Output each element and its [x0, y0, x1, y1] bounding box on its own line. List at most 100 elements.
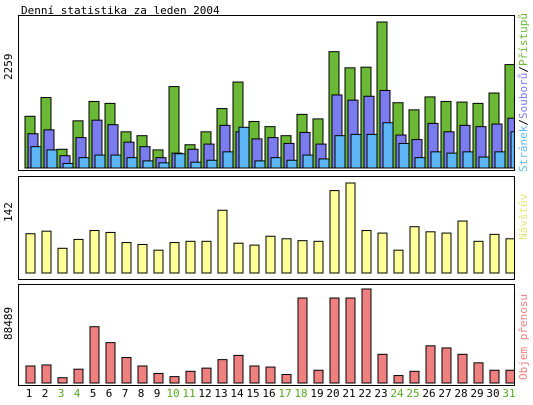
bar-objem-day-6: [105, 342, 116, 384]
bar-stranek-day-7: [126, 157, 138, 169]
bar-navstev-day-28: [457, 220, 468, 274]
top-ymax-label: 2259: [2, 53, 15, 81]
bar-navstev-day-12: [201, 240, 212, 274]
top-chart-panel: [18, 15, 515, 171]
bar-stranek-day-10: [174, 153, 186, 169]
day-label-13: 13: [214, 387, 228, 400]
legend-souboru: Souborů: [517, 72, 530, 120]
day-label-19: 19: [310, 387, 324, 400]
bar-navstev-day-13: [217, 209, 228, 274]
chart-title: Denní statistika za leden 2004: [21, 4, 220, 17]
bar-objem-day-9: [153, 372, 164, 384]
day-label-29: 29: [470, 387, 484, 400]
bar-navstev-day-1: [25, 233, 36, 274]
bar-stranek-day-31: [510, 131, 514, 169]
mid-chart-svg: [25, 182, 514, 274]
bar-stranek-day-26: [430, 151, 442, 169]
day-label-23: 23: [374, 387, 388, 400]
day-label-5: 5: [89, 387, 97, 400]
bar-stranek-day-21: [350, 133, 362, 169]
bar-navstev-day-10: [169, 242, 180, 274]
bar-navstev-day-29: [473, 240, 484, 274]
day-label-8: 8: [137, 387, 145, 400]
bar-stranek-day-20: [334, 135, 346, 169]
bar-objem-day-30: [489, 369, 500, 384]
bar-stranek-day-9: [158, 162, 170, 169]
bar-objem-day-18: [297, 297, 308, 384]
bar-objem-day-21: [345, 297, 356, 384]
bar-stranek-day-17: [286, 159, 298, 169]
bar-objem-day-12: [201, 367, 212, 384]
day-label-28: 28: [454, 387, 468, 400]
bar-objem-day-11: [185, 370, 196, 384]
bar-objem-day-16: [265, 366, 276, 384]
bar-stranek-day-29: [478, 156, 490, 169]
top-legend: Stránek/Souborů/Přístupů: [515, 13, 533, 172]
bar-objem-day-7: [121, 357, 132, 384]
bar-objem-day-13: [217, 359, 228, 384]
mid-legend: Návštěv: [517, 193, 530, 240]
bot-chart-panel: [18, 284, 515, 386]
bar-stranek-day-4: [78, 157, 90, 169]
bar-objem-day-28: [457, 353, 468, 384]
bar-navstev-day-3: [57, 247, 68, 274]
bar-stranek-day-16: [270, 157, 282, 169]
bar-objem-day-29: [473, 362, 484, 384]
legend-sep-2: /: [517, 66, 530, 73]
day-label-1: 1: [25, 387, 33, 400]
bar-objem-day-24: [393, 375, 404, 384]
bot-legend: Objem přenosu: [517, 293, 530, 380]
bar-navstev-day-6: [105, 231, 116, 274]
day-label-17: 17: [278, 387, 292, 400]
top-chart-svg: [24, 21, 514, 169]
bar-navstev-day-17: [281, 238, 292, 274]
day-label-14: 14: [230, 387, 244, 400]
day-label-24: 24: [390, 387, 404, 400]
bar-objem-day-2: [41, 364, 52, 384]
bar-navstev-day-5: [89, 230, 100, 274]
bar-objem-day-31: [505, 369, 514, 384]
bar-stranek-day-30: [494, 151, 506, 169]
bar-navstev-day-14: [233, 242, 244, 274]
day-label-26: 26: [422, 387, 436, 400]
legend-sep-1: /: [517, 119, 530, 126]
bar-objem-day-22: [361, 288, 372, 384]
legend-stranek: Stránek: [517, 125, 530, 172]
day-label-3: 3: [57, 387, 65, 400]
bar-stranek-day-22: [366, 133, 378, 169]
day-label-16: 16: [262, 387, 276, 400]
bar-navstev-day-24: [393, 249, 404, 274]
day-label-7: 7: [121, 387, 129, 400]
bar-objem-day-1: [25, 365, 36, 384]
bar-navstev-day-22: [361, 230, 372, 274]
bar-navstev-day-19: [313, 240, 324, 274]
bar-stranek-day-23: [382, 122, 394, 169]
bar-objem-day-19: [313, 369, 324, 384]
bot-ymax-label: 88489: [2, 306, 15, 340]
bar-stranek-day-15: [254, 160, 266, 169]
bar-stranek-day-18: [302, 154, 314, 169]
mid-ymax-label: 142: [2, 202, 15, 222]
bar-objem-day-15: [249, 365, 260, 384]
day-label-9: 9: [153, 387, 161, 400]
day-label-12: 12: [198, 387, 212, 400]
bar-stranek-day-28: [462, 151, 474, 169]
bar-stranek-day-2: [46, 149, 58, 169]
bar-objem-day-17: [281, 374, 292, 384]
bar-stranek-day-25: [414, 157, 426, 169]
bar-stranek-day-11: [190, 161, 202, 169]
day-label-31: 31: [502, 387, 516, 400]
bar-stranek-day-14: [238, 126, 250, 169]
bar-objem-day-14: [233, 354, 244, 384]
day-label-15: 15: [246, 387, 260, 400]
bar-navstev-day-20: [329, 190, 340, 274]
day-label-10: 10: [166, 387, 180, 400]
mid-chart-panel: [18, 176, 515, 280]
bar-navstev-day-25: [409, 226, 420, 274]
day-label-27: 27: [438, 387, 452, 400]
bar-navstev-day-2: [41, 230, 52, 274]
bar-objem-day-8: [137, 365, 148, 384]
bar-navstev-day-4: [73, 238, 84, 274]
bar-stranek-day-19: [318, 158, 330, 169]
bar-objem-day-10: [169, 376, 180, 384]
